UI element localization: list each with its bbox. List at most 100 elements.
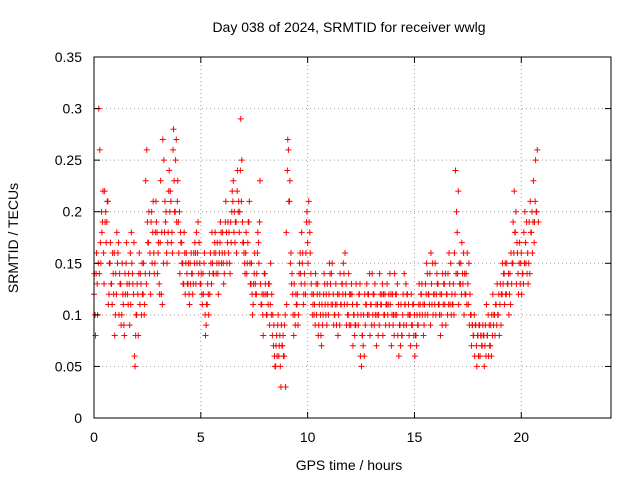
- data-point: [311, 301, 318, 308]
- data-point: [433, 270, 440, 277]
- data-point: [111, 332, 118, 339]
- y-axis-label: SRMTID / TECUs: [5, 183, 21, 293]
- data-point: [233, 249, 240, 256]
- data-point: [109, 249, 116, 256]
- data-point: [243, 229, 250, 236]
- data-point: [98, 229, 105, 236]
- data-point: [182, 291, 189, 298]
- data-point: [511, 188, 518, 195]
- data-point: [359, 332, 366, 339]
- data-point: [221, 249, 228, 256]
- data-point: [459, 280, 466, 287]
- data-point: [513, 280, 520, 287]
- data-point: [512, 229, 519, 236]
- data-point: [521, 208, 528, 215]
- data-point: [203, 301, 210, 308]
- data-point: [308, 280, 315, 287]
- x-tick-label: 0: [90, 429, 98, 445]
- data-point: [294, 291, 301, 298]
- data-point: [96, 146, 103, 153]
- data-point: [137, 270, 144, 277]
- data-point: [371, 280, 378, 287]
- data-point: [321, 270, 328, 277]
- data-point: [127, 301, 134, 308]
- data-point: [510, 219, 517, 226]
- data-point: [433, 291, 440, 298]
- data-point: [307, 249, 314, 256]
- data-point: [296, 260, 303, 267]
- data-point: [231, 208, 238, 215]
- data-point: [183, 249, 190, 256]
- data-point: [132, 363, 139, 370]
- grid-lines: [94, 57, 611, 418]
- data-point: [113, 229, 120, 236]
- data-point: [371, 322, 378, 329]
- data-point: [479, 342, 486, 349]
- data-point: [104, 198, 111, 205]
- data-point: [249, 311, 256, 318]
- data-point: [157, 177, 164, 184]
- data-point: [100, 249, 107, 256]
- data-point: [531, 219, 538, 226]
- data-point: [432, 260, 439, 267]
- data-point: [238, 157, 245, 164]
- data-point: [454, 270, 461, 277]
- data-point: [224, 219, 231, 226]
- data-point: [369, 270, 376, 277]
- data-point: [97, 239, 104, 246]
- data-point: [237, 115, 244, 122]
- data-point: [162, 208, 169, 215]
- data-point: [350, 311, 357, 318]
- data-point: [507, 301, 514, 308]
- data-point: [245, 219, 252, 226]
- data-point: [283, 229, 290, 236]
- data-point: [522, 239, 529, 246]
- data-point: [477, 353, 484, 360]
- data-point: [520, 229, 527, 236]
- data-point: [449, 301, 456, 308]
- data-point: [282, 311, 289, 318]
- data-point: [451, 249, 458, 256]
- data-point: [248, 260, 255, 267]
- data-point: [377, 301, 384, 308]
- data-point: [177, 239, 184, 246]
- data-point: [256, 219, 263, 226]
- data-point: [380, 311, 387, 318]
- data-point: [176, 270, 183, 277]
- data-point: [173, 136, 180, 143]
- data-point: [166, 167, 173, 174]
- data-point: [421, 301, 428, 308]
- data-point: [214, 239, 221, 246]
- data-point: [197, 280, 204, 287]
- data-point: [167, 198, 174, 205]
- data-point: [125, 270, 132, 277]
- data-point: [517, 260, 524, 267]
- data-point: [118, 322, 125, 329]
- data-point: [285, 198, 292, 205]
- data-point: [399, 332, 406, 339]
- data-point: [444, 270, 451, 277]
- x-tick-label: 10: [300, 429, 316, 445]
- data-point: [323, 291, 330, 298]
- data-point: [503, 260, 510, 267]
- data-point: [345, 270, 352, 277]
- data-point: [175, 249, 182, 256]
- data-point: [534, 146, 541, 153]
- data-point: [144, 239, 151, 246]
- data-point: [215, 291, 222, 298]
- data-point: [416, 280, 423, 287]
- data-point: [133, 311, 140, 318]
- data-point: [409, 301, 416, 308]
- data-point: [424, 311, 431, 318]
- data-point: [251, 249, 258, 256]
- data-point: [181, 229, 188, 236]
- data-point: [528, 229, 535, 236]
- data-point: [150, 198, 157, 205]
- data-point: [392, 291, 399, 298]
- data-point: [143, 146, 150, 153]
- data-point: [411, 353, 418, 360]
- data-point: [159, 136, 166, 143]
- y-tick-label: 0.35: [55, 49, 82, 65]
- data-point: [505, 311, 512, 318]
- data-point: [381, 291, 388, 298]
